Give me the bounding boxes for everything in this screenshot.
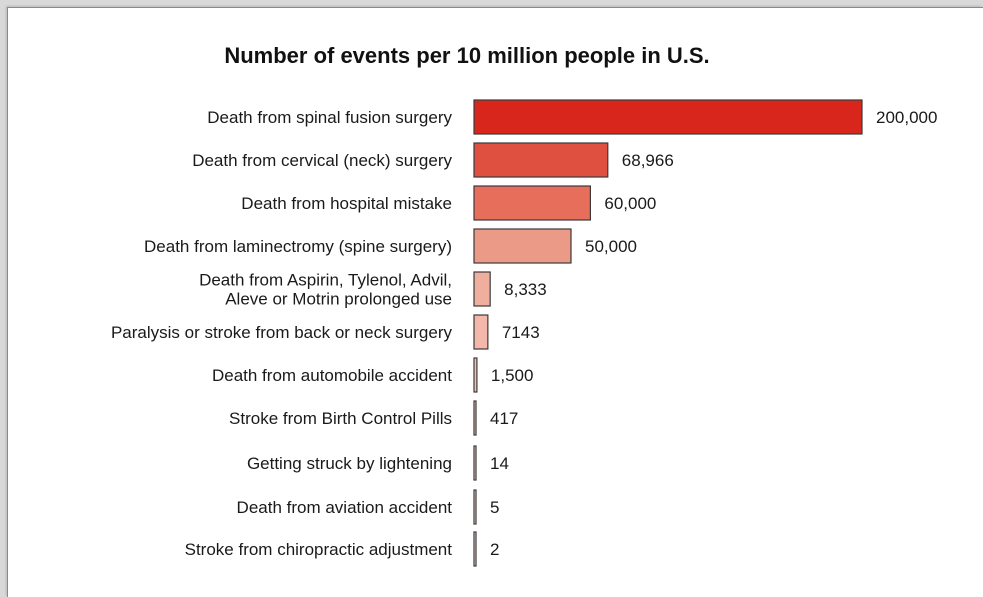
bar [473,185,592,221]
bar [473,357,478,393]
value-label: 60,000 [604,194,656,213]
category-label: Death from aviation accident [237,498,453,517]
category-label-line: Getting struck by lightening [247,454,452,473]
category-label-line: Aleve or Motrin prolonged use [225,290,452,309]
chart-title: Number of events per 10 million people i… [224,43,709,68]
category-label-line: Death from Aspirin, Tylenol, Advil, [199,271,452,290]
value-label: 68,966 [622,151,674,170]
category-label: Death from automobile accident [212,366,452,385]
bar [473,271,491,307]
bar [473,531,477,567]
value-label: 7143 [502,323,540,342]
value-label: 2 [490,540,499,559]
category-label-line: Death from laminectromy (spine surgery) [144,237,452,256]
value-label: 5 [490,498,499,517]
bar [473,489,477,525]
value-label: 200,000 [876,108,937,127]
value-label: 1,500 [491,366,534,385]
category-label: Death from laminectromy (spine surgery) [144,237,452,256]
bar [473,99,863,135]
value-label: 417 [490,409,518,428]
category-label: Death from cervical (neck) surgery [192,151,452,170]
category-label: Getting struck by lightening [247,454,452,473]
value-label: 8,333 [504,280,547,299]
category-label: Paralysis or stroke from back or neck su… [111,323,453,342]
category-label: Death from hospital mistake [241,194,452,213]
bar [473,314,489,350]
bar [473,142,609,178]
category-label-line: Death from spinal fusion surgery [207,108,452,127]
category-label-line: Paralysis or stroke from back or neck su… [111,323,453,342]
category-label-line: Death from aviation accident [237,498,453,517]
category-label: Death from Aspirin, Tylenol, Advil, Aleve… [199,271,452,309]
bars-group: Death from spinal fusion surgery 200,000 D… [111,99,937,567]
category-label-line: Stroke from chiropractic adjustment [185,540,453,559]
value-label: 14 [490,454,509,473]
bar [473,400,477,436]
value-label: 50,000 [585,237,637,256]
category-label: Death from spinal fusion surgery [207,108,452,127]
category-label: Stroke from Birth Control Pills [229,409,452,428]
category-label-line: Death from cervical (neck) surgery [192,151,452,170]
category-label-line: Stroke from Birth Control Pills [229,409,452,428]
bar [473,228,572,264]
category-label: Stroke from chiropractic adjustment [185,540,453,559]
category-label-line: Death from hospital mistake [241,194,452,213]
category-label-line: Death from automobile accident [212,366,452,385]
bar [473,445,477,481]
